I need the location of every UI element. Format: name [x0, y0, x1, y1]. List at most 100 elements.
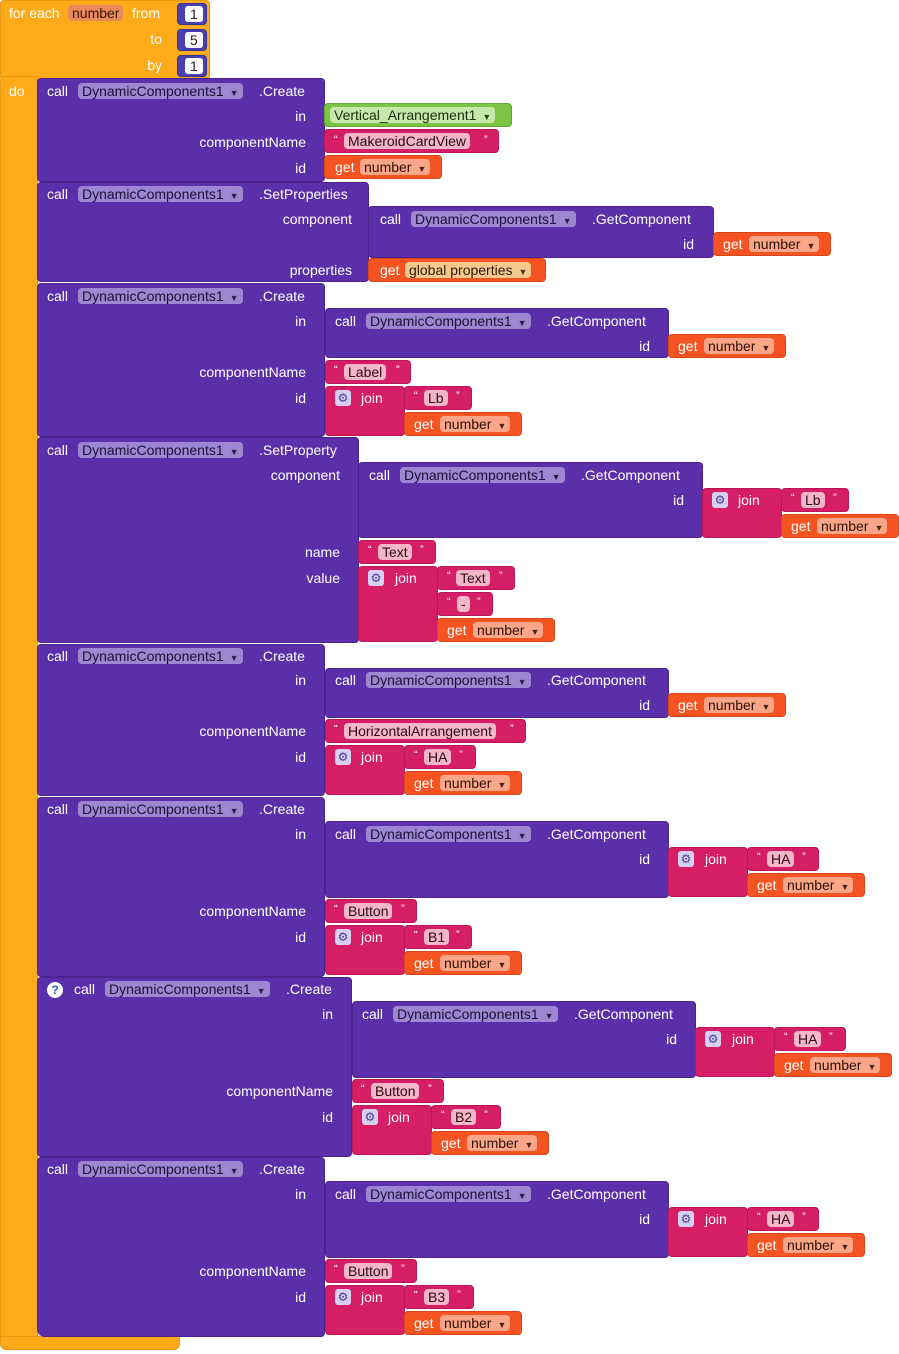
- help-icon[interactable]: ?: [47, 982, 63, 998]
- create-block-5[interactable]: [37, 977, 352, 1157]
- variable-dropdown[interactable]: number ▼: [440, 955, 511, 971]
- variable-dropdown[interactable]: number ▼: [360, 159, 431, 175]
- method-label: .Create: [259, 801, 305, 817]
- component-dropdown[interactable]: DynamicComponents1 ▼: [78, 288, 243, 304]
- component-dropdown[interactable]: DynamicComponents1 ▼: [78, 801, 243, 817]
- gear-icon[interactable]: ⚙: [705, 1031, 721, 1047]
- variable-dropdown[interactable]: number ▼: [704, 697, 775, 713]
- call-label: call: [335, 672, 357, 688]
- open-quote-icon: “: [334, 903, 338, 915]
- component-dropdown[interactable]: DynamicComponents1 ▼: [366, 672, 531, 688]
- component-dropdown[interactable]: Vertical_Arrangement1 ▼: [330, 107, 496, 123]
- open-quote-icon: “: [414, 1289, 418, 1301]
- create-block-6[interactable]: [37, 1157, 325, 1337]
- gear-icon[interactable]: ⚙: [335, 390, 351, 406]
- text-field[interactable]: MakeroidCardView: [344, 133, 471, 149]
- variable-dropdown[interactable]: number ▼: [783, 1237, 854, 1253]
- component-dropdown[interactable]: DynamicComponents1 ▼: [400, 467, 565, 483]
- get-label: get: [414, 416, 434, 432]
- open-quote-icon: “: [334, 723, 338, 735]
- setproperty-block[interactable]: [37, 437, 359, 643]
- component-dropdown[interactable]: DynamicComponents1 ▼: [78, 1161, 243, 1177]
- variable-dropdown[interactable]: number ▼: [440, 775, 511, 791]
- loop-variable-field[interactable]: number: [68, 5, 124, 21]
- gear-icon[interactable]: ⚙: [362, 1109, 378, 1125]
- component-dropdown[interactable]: DynamicComponents1 ▼: [366, 826, 531, 842]
- text-field[interactable]: Button: [371, 1083, 420, 1099]
- text-field[interactable]: B3: [424, 1289, 450, 1305]
- text-field[interactable]: Lb: [424, 390, 448, 406]
- gear-icon[interactable]: ⚙: [335, 929, 351, 945]
- text-field[interactable]: Text: [456, 570, 490, 586]
- variable-dropdown[interactable]: number ▼: [783, 877, 854, 893]
- text-field[interactable]: HorizontalArrangement: [344, 723, 496, 739]
- close-quote-icon: ”: [484, 1109, 488, 1121]
- gear-icon[interactable]: ⚙: [335, 749, 351, 765]
- text-field[interactable]: Label: [344, 364, 387, 380]
- get-label: get: [791, 518, 811, 534]
- join-label: join: [705, 1211, 727, 1227]
- join-label: join: [732, 1031, 754, 1047]
- create-block-3[interactable]: [37, 644, 325, 796]
- method-label: .GetComponent: [547, 672, 646, 688]
- component-dropdown[interactable]: DynamicComponents1 ▼: [78, 83, 243, 99]
- properties-label: properties: [289, 262, 352, 278]
- gear-icon[interactable]: ⚙: [368, 570, 384, 586]
- variable-dropdown[interactable]: number ▼: [817, 518, 888, 534]
- component-dropdown[interactable]: DynamicComponents1 ▼: [411, 211, 576, 227]
- component-dropdown[interactable]: DynamicComponents1 ▼: [78, 648, 243, 664]
- close-quote-icon: ”: [428, 1083, 432, 1095]
- id-label: id: [295, 390, 306, 406]
- component-dropdown[interactable]: DynamicComponents1 ▼: [393, 1006, 558, 1022]
- text-field[interactable]: Lb: [801, 492, 825, 508]
- id-label: id: [295, 160, 306, 176]
- id-label: id: [295, 749, 306, 765]
- text-field[interactable]: B2: [451, 1109, 477, 1125]
- text-field[interactable]: B1: [424, 929, 450, 945]
- id-label: id: [639, 1211, 650, 1227]
- get-label: get: [757, 877, 777, 893]
- close-quote-icon: ”: [401, 1263, 405, 1275]
- gear-icon[interactable]: ⚙: [678, 1211, 694, 1227]
- variable-dropdown[interactable]: number ▼: [440, 416, 511, 432]
- variable-dropdown[interactable]: number ▼: [473, 622, 544, 638]
- gear-icon[interactable]: ⚙: [712, 492, 728, 508]
- component-dropdown[interactable]: DynamicComponents1 ▼: [105, 981, 270, 997]
- variable-dropdown[interactable]: number ▼: [810, 1057, 881, 1073]
- open-quote-icon: “: [334, 134, 338, 146]
- text-field[interactable]: HA: [767, 851, 795, 867]
- create-block-4[interactable]: [37, 797, 325, 977]
- get-label: get: [723, 236, 743, 252]
- by-number-field[interactable]: 1: [185, 58, 203, 74]
- component-dropdown[interactable]: DynamicComponents1 ▼: [78, 442, 243, 458]
- component-dropdown[interactable]: DynamicComponents1 ▼: [366, 1186, 531, 1202]
- close-quote-icon: ”: [802, 1211, 806, 1223]
- close-quote-icon: ”: [420, 544, 424, 556]
- variable-dropdown[interactable]: number ▼: [440, 1315, 511, 1331]
- variable-dropdown[interactable]: number ▼: [467, 1135, 538, 1151]
- text-field[interactable]: HA: [794, 1031, 822, 1047]
- open-quote-icon: “: [334, 364, 338, 376]
- text-field[interactable]: Text: [378, 544, 412, 560]
- text-field[interactable]: HA: [767, 1211, 795, 1227]
- component-dropdown[interactable]: DynamicComponents1 ▼: [78, 186, 243, 202]
- component-label: component: [282, 211, 352, 227]
- text-field[interactable]: HA: [424, 749, 452, 765]
- from-number-field[interactable]: 1: [185, 6, 203, 22]
- method-label: .GetComponent: [574, 1006, 673, 1022]
- open-quote-icon: “: [368, 544, 372, 556]
- method-label: .GetComponent: [547, 313, 646, 329]
- variable-dropdown[interactable]: global properties ▼: [405, 262, 532, 278]
- text-field[interactable]: -: [457, 596, 470, 612]
- variable-dropdown[interactable]: number ▼: [704, 338, 775, 354]
- join-label: join: [395, 570, 417, 586]
- gear-icon[interactable]: ⚙: [678, 851, 694, 867]
- text-field[interactable]: Button: [344, 1263, 393, 1279]
- gear-icon[interactable]: ⚙: [335, 1289, 351, 1305]
- text-field[interactable]: Button: [344, 903, 393, 919]
- to-number-field[interactable]: 5: [185, 32, 203, 48]
- component-dropdown[interactable]: DynamicComponents1 ▼: [366, 313, 531, 329]
- create-block-2[interactable]: [37, 283, 325, 437]
- variable-dropdown[interactable]: number ▼: [749, 236, 820, 252]
- do-label: do: [9, 83, 25, 99]
